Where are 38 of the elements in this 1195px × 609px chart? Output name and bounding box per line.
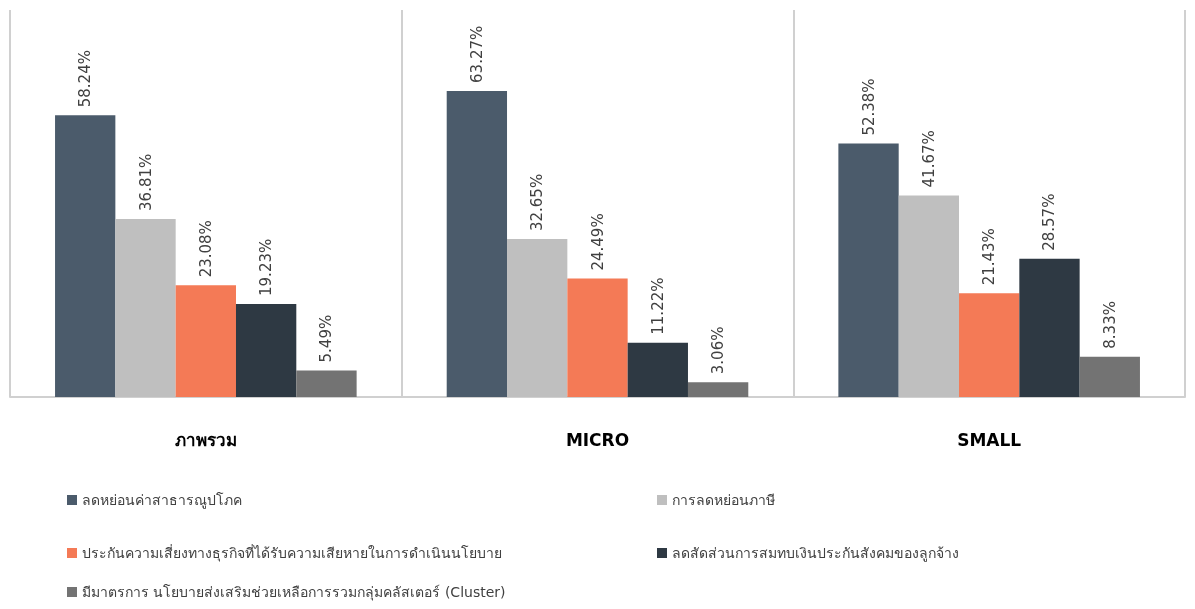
- x-tick-label: MICRO: [565, 429, 630, 450]
- data-label: 58.24%: [76, 50, 95, 108]
- data-label: 28.57%: [1040, 193, 1059, 251]
- data-label: 3.06%: [709, 326, 728, 375]
- data-label: 21.43%: [980, 228, 999, 286]
- data-label: 23.08%: [196, 220, 215, 278]
- data-label: 8.33%: [1100, 301, 1119, 349]
- bar: [838, 143, 899, 397]
- legend-label: ลดหย่อนค่าสาธารณูปโภค: [82, 492, 242, 509]
- bar: [567, 278, 628, 397]
- bar: [115, 218, 176, 397]
- data-label: 19.23%: [257, 238, 276, 296]
- legend-label: การลดหย่อนภาษี: [672, 492, 775, 508]
- data-label: 41.67%: [919, 130, 938, 188]
- bar: [507, 239, 568, 397]
- data-label: 5.49%: [317, 314, 336, 363]
- legend-label: มีมาตรการ นโยบายส่งเสริมช่วยเหลือการรวมกลุ่มคลัสเตอร์ (Cluster): [82, 584, 506, 601]
- bar: [1019, 258, 1080, 397]
- data-label: 32.65%: [528, 173, 547, 232]
- bar: [687, 382, 749, 397]
- bar: [1079, 356, 1140, 397]
- data-label: 63.27%: [467, 25, 486, 83]
- data-label: 11.22%: [648, 277, 667, 335]
- data-label: 24.49%: [588, 213, 607, 271]
- bar: [627, 342, 688, 397]
- x-tick-label: ภาพรวม: [174, 429, 237, 450]
- legend-label: ประกันความเสี่ยงทางธุรกิจที่ได้รับความเสียหายในการดำเนินนโยบาย: [82, 544, 502, 562]
- x-tick-label: SMALL: [957, 429, 1022, 450]
- bar: [959, 293, 1020, 397]
- bar: [898, 195, 960, 397]
- bar: [296, 370, 357, 397]
- bar: [55, 115, 116, 397]
- bar: [446, 90, 508, 397]
- legend-label: ลดสัดส่วนการสมทบเงินประกันสังคมของลูกจ้าง: [672, 545, 959, 562]
- bar: [175, 285, 236, 397]
- data-label: 36.81%: [136, 153, 155, 211]
- data-label: 52.38%: [859, 78, 878, 136]
- bar: [235, 303, 297, 397]
